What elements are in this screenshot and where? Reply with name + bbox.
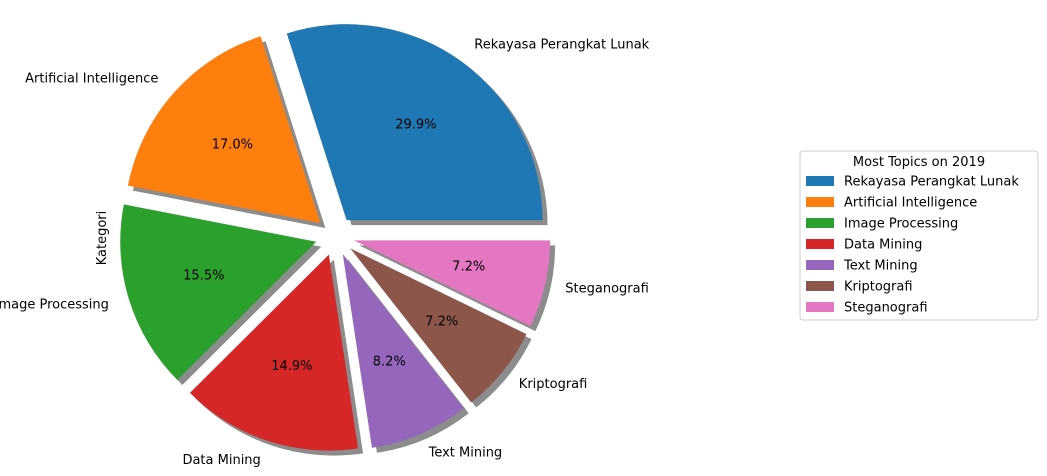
percent-label-kriptografi: 7.2% bbox=[425, 315, 458, 330]
legend-label-artificial-intelligence: Artificial Intelligence bbox=[844, 196, 977, 211]
slice-labels: Rekayasa Perangkat Lunak Artificial Intel… bbox=[0, 38, 650, 468]
percent-label-data-mining: 14.9% bbox=[271, 359, 312, 374]
slice-label-image-processing: Image Processing bbox=[0, 297, 109, 312]
legend-swatch-text-mining bbox=[806, 260, 834, 270]
legend-items: Rekayasa Perangkat Lunak Artificial Intel… bbox=[806, 175, 1019, 316]
slice-label-artificial-intelligence: Artificial Intelligence bbox=[25, 72, 158, 87]
percent-labels: 29.9% 17.0% 15.5% 14.9% 8.2% 7.2% 7.2% bbox=[183, 118, 485, 374]
slice-steganografi bbox=[354, 240, 551, 327]
slice-image-processing bbox=[120, 204, 317, 380]
percent-label-image-processing: 15.5% bbox=[183, 269, 224, 284]
legend-swatch-rekayasa-perangkat-lunak bbox=[806, 176, 834, 186]
legend-label-image-processing: Image Processing bbox=[844, 217, 958, 232]
percent-label-text-mining: 8.2% bbox=[373, 355, 406, 370]
slice-label-data-mining: Data Mining bbox=[182, 453, 260, 468]
y-axis-label: Kategori bbox=[95, 211, 110, 266]
legend-title: Most Topics on 2019 bbox=[853, 155, 985, 170]
slice-label-text-mining: Text Mining bbox=[428, 446, 503, 461]
legend-swatch-data-mining bbox=[806, 239, 834, 249]
percent-label-artificial-intelligence: 17.0% bbox=[212, 137, 253, 152]
legend-label-kriptografi: Kriptografi bbox=[844, 280, 913, 295]
slice-label-steganografi: Steganografi bbox=[565, 282, 649, 297]
slice-text-mining bbox=[342, 253, 464, 448]
slice-label-kriptografi: Kriptografi bbox=[519, 377, 588, 392]
legend-swatch-steganografi bbox=[806, 302, 834, 312]
legend-frame bbox=[799, 150, 1039, 321]
slice-data-mining bbox=[189, 254, 359, 451]
legend-label-steganografi: Steganografi bbox=[844, 301, 928, 316]
legend-swatch-image-processing bbox=[806, 218, 834, 228]
legend-swatch-artificial-intelligence bbox=[806, 197, 834, 207]
slice-rekayasa-perangkat-lunak bbox=[286, 24, 543, 221]
slice-kriptografi bbox=[350, 248, 527, 403]
pie-slices bbox=[120, 24, 551, 451]
slice-artificial-intelligence bbox=[127, 36, 321, 223]
legend: Most Topics on 2019 Rekayasa Perangkat L… bbox=[799, 150, 1039, 321]
percent-label-rekayasa-perangkat-lunak: 29.9% bbox=[395, 118, 436, 133]
legend-label-text-mining: Text Mining bbox=[843, 259, 918, 274]
legend-swatch-kriptografi bbox=[806, 281, 834, 291]
percent-label-steganografi: 7.2% bbox=[452, 259, 485, 274]
legend-label-data-mining: Data Mining bbox=[844, 238, 922, 253]
slice-label-rekayasa-perangkat-lunak: Rekayasa Perangkat Lunak bbox=[474, 38, 649, 53]
legend-label-rekayasa-perangkat-lunak: Rekayasa Perangkat Lunak bbox=[844, 175, 1019, 190]
